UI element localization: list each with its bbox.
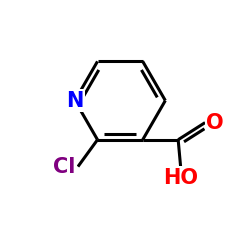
Text: Cl: Cl — [53, 156, 76, 176]
Text: HO: HO — [163, 168, 198, 188]
Text: N: N — [66, 90, 84, 110]
Text: O: O — [206, 112, 224, 132]
